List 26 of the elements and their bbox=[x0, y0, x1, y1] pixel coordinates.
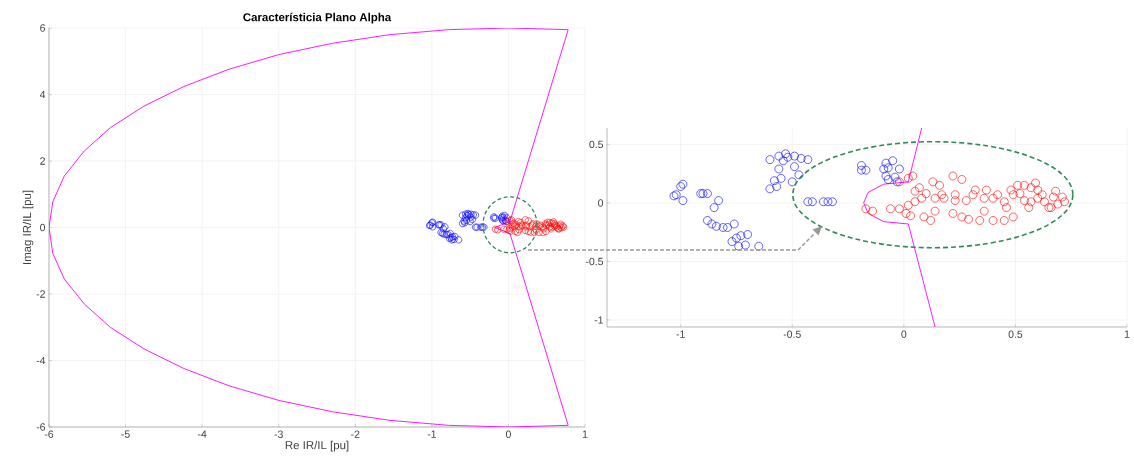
x-tick-label: 1 bbox=[582, 430, 588, 438]
x-tick-label: 0.5 bbox=[1008, 330, 1023, 338]
x-tick-label: 0 bbox=[901, 330, 907, 338]
x-tick-label: 1 bbox=[1124, 330, 1130, 338]
y-tick-label: 0.5 bbox=[589, 140, 604, 149]
chart-title: Característicia Plano Alpha bbox=[243, 12, 392, 24]
x-tick-label: -3 bbox=[274, 430, 283, 438]
x-tick-label: -4 bbox=[197, 430, 207, 438]
y-tick-label: -0.5 bbox=[585, 257, 604, 266]
y-tick-label: -4 bbox=[36, 356, 46, 365]
x-tick-label: 0 bbox=[505, 430, 511, 438]
y-tick-label: 0 bbox=[40, 223, 46, 232]
x-tick-label: -1 bbox=[676, 330, 685, 338]
x-tick-label: -1 bbox=[427, 430, 436, 438]
y-tick-label: -1 bbox=[594, 316, 603, 324]
y-tick-label: -2 bbox=[36, 290, 45, 298]
x-axis-title: Re IR/IL [pu] bbox=[285, 440, 349, 452]
y-tick-label: -6 bbox=[36, 423, 46, 431]
x-tick-label: -2 bbox=[351, 430, 360, 438]
x-tick-label: -0.5 bbox=[783, 330, 801, 338]
y-axis-title: Imag IR/IL [pu] bbox=[22, 190, 34, 265]
y-tick-label: 4 bbox=[39, 90, 46, 99]
y-tick-label: 6 bbox=[40, 24, 46, 32]
x-tick-label: -5 bbox=[121, 430, 130, 438]
y-tick-label: 0 bbox=[598, 199, 604, 207]
y-tick-label: 2 bbox=[40, 157, 45, 165]
